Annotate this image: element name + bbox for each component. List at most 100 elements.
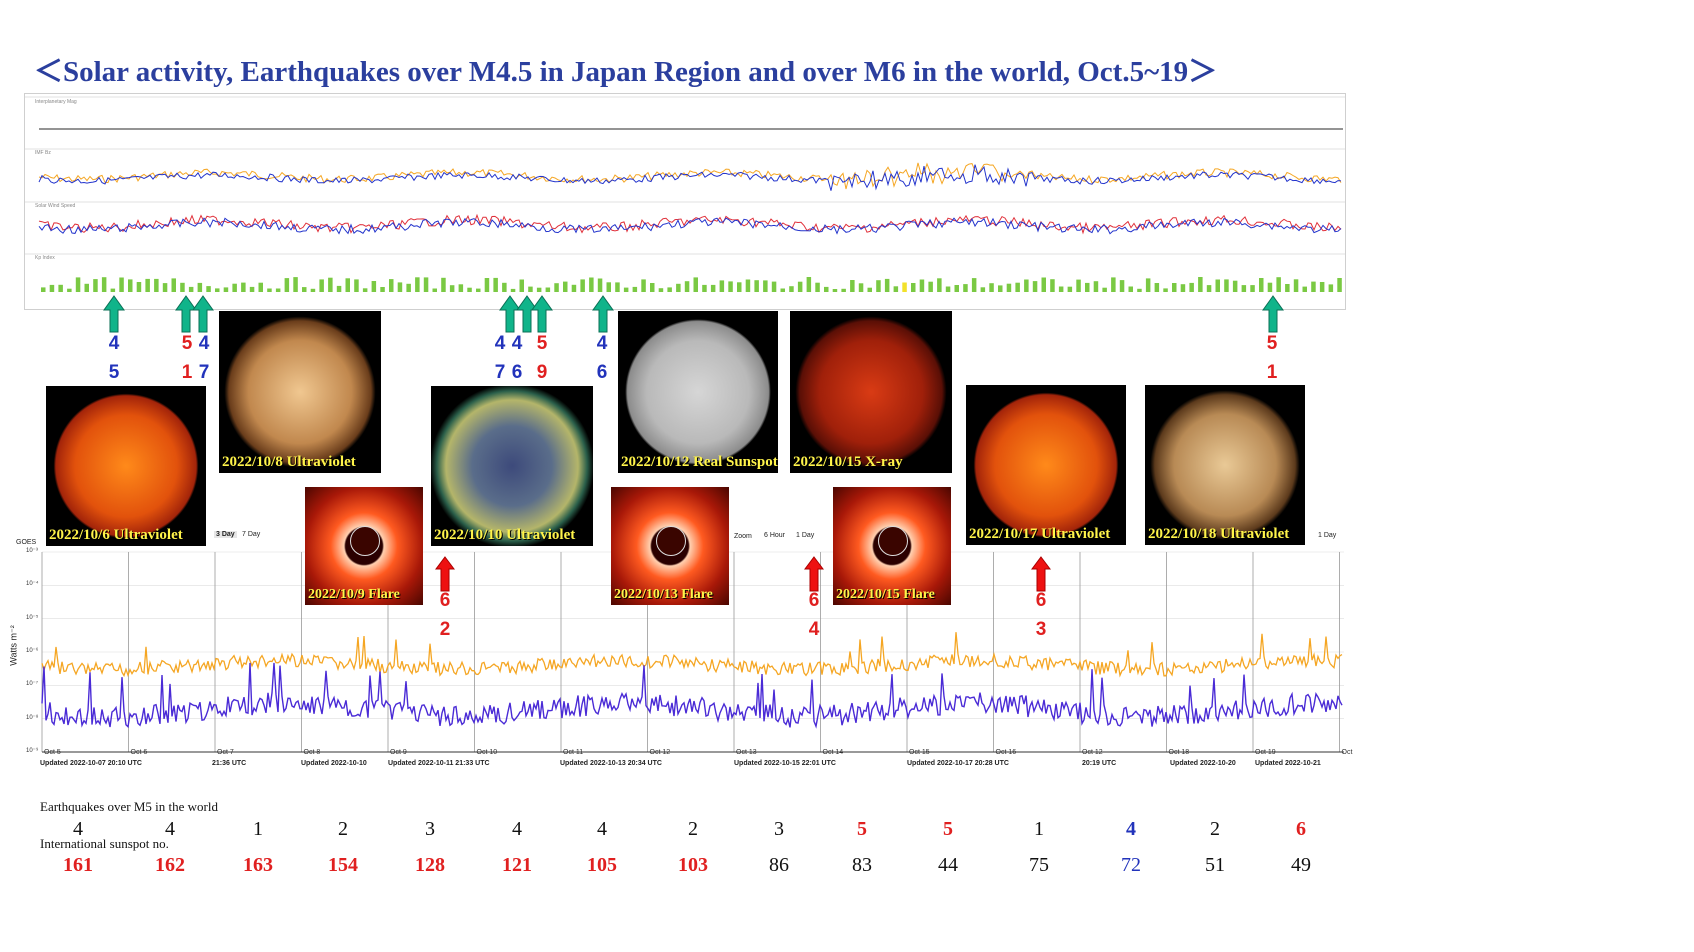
kp-bar — [302, 287, 307, 292]
bz-orange-line — [38, 162, 1342, 190]
kp-bar — [841, 288, 846, 292]
kp-bar — [571, 284, 577, 292]
marker-bottom-digit: 5 — [108, 362, 120, 383]
kp-bar — [902, 282, 907, 292]
marker-top-digit: 5 — [1266, 333, 1278, 354]
kp-bar — [1102, 287, 1107, 292]
kp-bar — [406, 283, 411, 292]
kp-bar — [67, 288, 72, 292]
goes-update-label: Updated 2022-10-15 22:01 UTC — [734, 760, 836, 767]
goes-x-tick: Oct 12 — [1082, 749, 1103, 756]
earthquake-count: 1 — [1034, 818, 1044, 840]
kp-bar — [84, 283, 89, 292]
kp-bar — [937, 278, 942, 292]
sun-image: 2022/10/6 Ultraviolet — [46, 386, 206, 546]
kp-bar — [745, 279, 751, 292]
kp-bar — [180, 282, 185, 292]
goes-update-label: Updated 2022-10-11 21:33 UTC — [388, 760, 490, 767]
goes-y-tick: 10⁻⁷ — [26, 681, 39, 688]
kp-bar — [502, 282, 507, 292]
marker-bottom-digit: 1 — [181, 362, 193, 383]
kp-bar — [1180, 284, 1186, 292]
goes-x-tick: Oct 18 — [1168, 749, 1190, 756]
marker-bottom-digit: 7 — [494, 362, 506, 383]
kp-bar — [1145, 278, 1151, 292]
kp-bar — [345, 278, 350, 292]
kp-bar — [597, 278, 603, 292]
goes-update-label: Updated 2022-10-21 — [1255, 760, 1321, 767]
red-up-arrow — [804, 556, 824, 592]
coronagraph-disk — [656, 526, 686, 556]
kp-bar — [815, 282, 820, 292]
red-marker-top-digit: 6 — [439, 590, 451, 611]
kp-bar — [1250, 285, 1255, 292]
zoom-1day-right[interactable]: 1 Day — [1318, 532, 1337, 539]
red-marker-top-digit: 6 — [808, 590, 820, 611]
kp-bar — [188, 286, 194, 292]
red-marker-top-digit: 6 — [1035, 590, 1047, 611]
goes-update-label: 20:19 UTC — [1082, 760, 1117, 767]
kp-bar — [101, 277, 107, 292]
kp-bar — [223, 287, 229, 292]
green-up-arrow — [192, 295, 214, 333]
kp-bar — [911, 283, 916, 292]
kp-bar — [389, 279, 394, 292]
goes-x-tick: Oct 10 — [476, 749, 498, 756]
kp-bar — [763, 280, 768, 292]
marker-bottom-digit: 6 — [596, 362, 608, 383]
goes-update-label: 21:36 UTC — [212, 760, 247, 767]
kp-bar — [197, 282, 203, 292]
kp-bar — [615, 282, 620, 292]
kp-bar — [1067, 286, 1073, 292]
kp-bar — [1293, 279, 1299, 292]
sun-image-caption: 2022/10/9 Flare — [308, 587, 400, 602]
kp-bar — [789, 286, 794, 292]
kp-bar — [971, 278, 977, 292]
red-marker-bottom-digit: 2 — [439, 619, 451, 640]
marker-bottom-digit: 7 — [198, 362, 210, 383]
sunspot-number: 163 — [243, 854, 273, 876]
kp-bar — [632, 286, 638, 292]
sunspot-number: 72 — [1121, 854, 1141, 876]
goes-x-tick: Oct 14 — [822, 749, 844, 756]
kp-bar — [554, 283, 559, 292]
solar-wind-stack: Interplanetary Mag IMF Bz Solar Wind Speed… — [24, 93, 1346, 310]
sun-image-caption: 2022/10/13 Flare — [614, 587, 713, 602]
green-up-arrow — [592, 295, 614, 333]
kp-bar — [884, 278, 890, 292]
goes-x-tick: Oct 12 — [649, 749, 671, 756]
kp-bar — [119, 277, 124, 292]
goes-short-line — [41, 662, 1343, 729]
zoom-1day[interactable]: 1 Day — [796, 532, 815, 539]
kp-bar — [702, 284, 707, 292]
goes-y-tick: 10⁻⁴ — [26, 581, 39, 588]
sun-image-caption: 2022/10/10 Ultraviolet — [434, 527, 576, 543]
marker-top-digit: 4 — [511, 333, 523, 354]
kp-bar — [458, 284, 464, 292]
zoom-3day[interactable]: 3 Day — [214, 531, 237, 538]
kp-bar — [954, 285, 959, 292]
coronagraph-disk — [878, 526, 908, 556]
kp-bar — [641, 279, 646, 292]
earthquake-count: 4 — [1126, 818, 1136, 840]
kp-bar — [1154, 283, 1160, 292]
kp-bar — [1163, 288, 1168, 292]
sun-image-caption: 2022/10/15 Flare — [836, 587, 935, 602]
zoom-7day[interactable]: 7 Day — [242, 531, 261, 538]
kp-bar — [154, 278, 159, 292]
sun-image-caption: 2022/10/6 Ultraviolet — [49, 527, 183, 543]
kp-bar — [1206, 285, 1212, 292]
goes-x-tick: Oct 16 — [995, 749, 1017, 756]
stack-panel-label: Kp Index — [35, 255, 55, 261]
goes-y-tick: 10⁻³ — [26, 548, 38, 554]
kp-bar — [528, 286, 533, 292]
kp-bar — [806, 277, 812, 292]
kp-bar — [1311, 281, 1316, 292]
kp-bar — [684, 281, 690, 292]
kp-bar — [1006, 283, 1012, 292]
earthquake-count: 2 — [1210, 818, 1220, 840]
kp-bar — [1215, 279, 1220, 292]
kp-bar — [293, 277, 298, 292]
kp-bar — [1093, 281, 1099, 292]
zoom-6hour[interactable]: 6 Hour — [764, 532, 786, 539]
